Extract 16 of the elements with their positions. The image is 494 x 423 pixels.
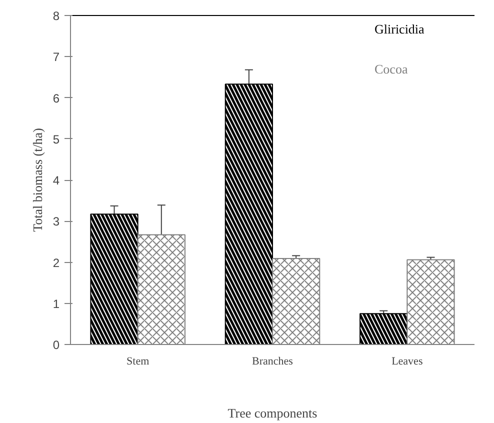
x-axis-title: Tree components bbox=[228, 406, 318, 420]
y-tick-label: 6 bbox=[52, 91, 60, 106]
y-tick-label: 4 bbox=[52, 174, 60, 188]
y-tick-label: 1 bbox=[52, 296, 60, 311]
y-tick-label: 0 bbox=[52, 338, 60, 352]
text: Cocoa bbox=[374, 62, 408, 76]
text: Gliricidia bbox=[374, 22, 425, 36]
y-axis-title: Total biomass (t/ha) bbox=[30, 128, 45, 232]
x-tick-label: Branches bbox=[252, 356, 293, 368]
y-tick-label: 2 bbox=[52, 256, 60, 270]
y-tick-label: 3 bbox=[52, 214, 60, 229]
y-tick-label: 7 bbox=[52, 50, 60, 64]
x-tick-label: Leaves bbox=[392, 356, 423, 368]
y-tick-label: 5 bbox=[52, 132, 60, 146]
y-tick-label: 8 bbox=[52, 9, 60, 23]
x-tick-label: Stem bbox=[126, 356, 150, 368]
